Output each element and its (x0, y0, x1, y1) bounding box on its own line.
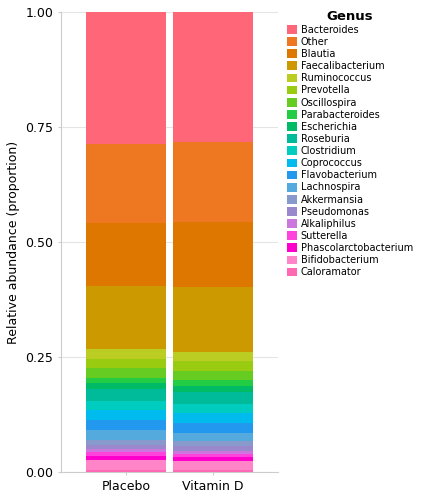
Legend: Bacteroides, Other, Blautia, Faecalibacterium, Ruminococcus, Prevotella, Oscillo: Bacteroides, Other, Blautia, Faecalibact… (285, 8, 415, 280)
Bar (86, 445, 166, 449)
Bar (86, 410, 166, 420)
Bar (173, 446, 253, 450)
Bar (173, 380, 253, 386)
Bar (173, 287, 253, 352)
Y-axis label: Relative abundance (proportion): Relative abundance (proportion) (7, 140, 20, 344)
Bar (86, 378, 166, 383)
Bar (173, 423, 253, 432)
Bar (173, 352, 253, 362)
Bar (86, 470, 166, 472)
Bar (173, 12, 253, 142)
Bar (86, 420, 166, 430)
Bar (86, 222, 166, 286)
Bar (86, 383, 166, 389)
Bar (86, 456, 166, 460)
Bar (86, 389, 166, 401)
Bar (173, 432, 253, 441)
Bar (86, 440, 166, 445)
Bar (86, 368, 166, 378)
Bar (173, 142, 253, 222)
Bar (173, 222, 253, 287)
Bar (173, 441, 253, 446)
Bar (173, 414, 253, 423)
Bar (173, 362, 253, 371)
Bar (86, 144, 166, 222)
Bar (173, 470, 253, 472)
Bar (173, 386, 253, 392)
Bar (86, 358, 166, 368)
Bar (173, 457, 253, 462)
Bar (86, 449, 166, 452)
Bar (86, 430, 166, 440)
Bar (173, 450, 253, 454)
Bar (86, 452, 166, 456)
Bar (86, 286, 166, 349)
Bar (86, 460, 166, 470)
Bar (86, 401, 166, 410)
Bar (173, 462, 253, 470)
Bar (86, 349, 166, 358)
Bar (173, 392, 253, 404)
Bar (173, 454, 253, 457)
Bar (86, 12, 166, 143)
Bar (173, 404, 253, 413)
Bar (173, 371, 253, 380)
